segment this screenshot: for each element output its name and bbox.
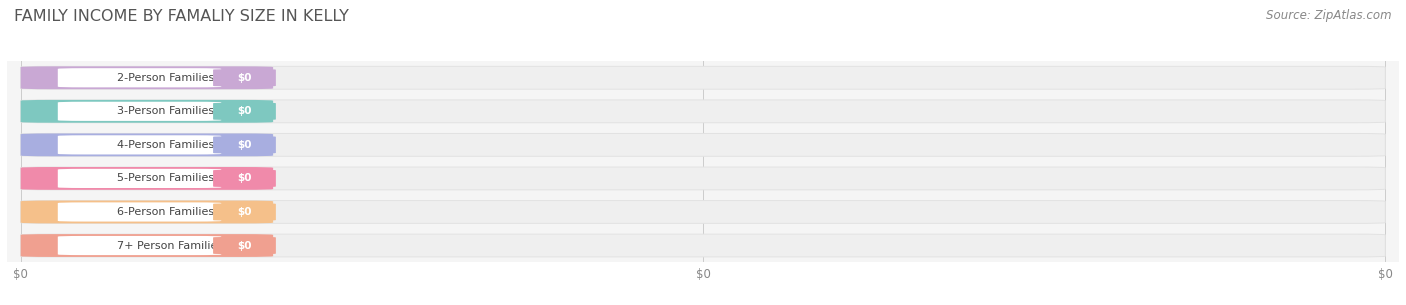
- FancyBboxPatch shape: [21, 134, 1385, 156]
- Text: $0: $0: [238, 207, 252, 217]
- Text: $0: $0: [238, 140, 252, 150]
- Text: $0: $0: [238, 174, 252, 183]
- FancyBboxPatch shape: [58, 169, 221, 188]
- Text: 3-Person Families: 3-Person Families: [117, 106, 214, 116]
- FancyBboxPatch shape: [58, 68, 221, 87]
- Text: 2-Person Families: 2-Person Families: [117, 73, 214, 83]
- FancyBboxPatch shape: [21, 201, 273, 223]
- FancyBboxPatch shape: [214, 170, 276, 187]
- FancyBboxPatch shape: [21, 167, 273, 190]
- FancyBboxPatch shape: [21, 234, 273, 257]
- FancyBboxPatch shape: [58, 236, 221, 255]
- Text: 7+ Person Families: 7+ Person Families: [117, 241, 222, 250]
- FancyBboxPatch shape: [214, 237, 276, 254]
- Text: 5-Person Families: 5-Person Families: [117, 174, 214, 183]
- FancyBboxPatch shape: [21, 66, 1385, 89]
- Text: 6-Person Families: 6-Person Families: [117, 207, 214, 217]
- Text: $0: $0: [238, 73, 252, 83]
- FancyBboxPatch shape: [214, 203, 276, 221]
- Text: FAMILY INCOME BY FAMALIY SIZE IN KELLY: FAMILY INCOME BY FAMALIY SIZE IN KELLY: [14, 9, 349, 24]
- FancyBboxPatch shape: [21, 100, 273, 123]
- Text: Source: ZipAtlas.com: Source: ZipAtlas.com: [1267, 9, 1392, 22]
- FancyBboxPatch shape: [58, 203, 221, 221]
- FancyBboxPatch shape: [214, 136, 276, 153]
- FancyBboxPatch shape: [58, 102, 221, 121]
- Text: $0: $0: [238, 241, 252, 250]
- FancyBboxPatch shape: [58, 135, 221, 154]
- FancyBboxPatch shape: [21, 66, 273, 89]
- FancyBboxPatch shape: [21, 234, 1385, 257]
- FancyBboxPatch shape: [21, 167, 1385, 190]
- FancyBboxPatch shape: [21, 134, 273, 156]
- FancyBboxPatch shape: [214, 69, 276, 86]
- FancyBboxPatch shape: [21, 201, 1385, 223]
- FancyBboxPatch shape: [214, 103, 276, 120]
- Text: $0: $0: [238, 106, 252, 116]
- Text: 4-Person Families: 4-Person Families: [117, 140, 214, 150]
- FancyBboxPatch shape: [21, 100, 1385, 123]
